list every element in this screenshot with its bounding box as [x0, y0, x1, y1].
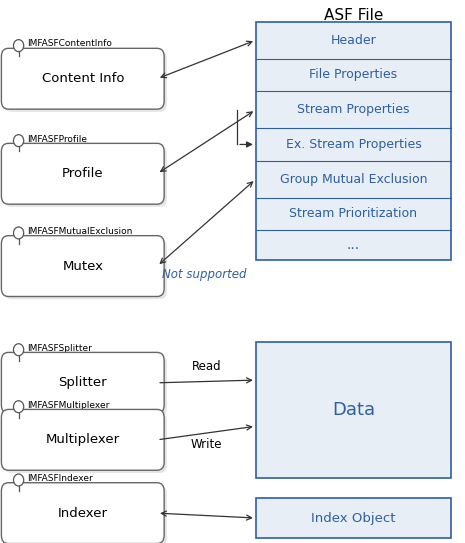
Text: Group Mutual Exclusion: Group Mutual Exclusion — [279, 173, 427, 186]
Text: IMFASFMultiplexer: IMFASFMultiplexer — [27, 401, 110, 409]
FancyBboxPatch shape — [4, 412, 167, 473]
FancyBboxPatch shape — [1, 48, 164, 109]
FancyBboxPatch shape — [1, 143, 164, 204]
FancyBboxPatch shape — [4, 51, 167, 112]
Circle shape — [13, 474, 24, 486]
Text: IMFASFIndexer: IMFASFIndexer — [27, 474, 93, 483]
FancyBboxPatch shape — [4, 355, 167, 416]
Text: Header: Header — [331, 34, 376, 47]
Circle shape — [13, 135, 24, 147]
Text: Index Object: Index Object — [311, 512, 396, 525]
FancyBboxPatch shape — [1, 483, 164, 543]
Text: File Properties: File Properties — [309, 68, 398, 81]
Text: IMFASFContentInfo: IMFASFContentInfo — [27, 40, 113, 48]
Text: Stream Prioritization: Stream Prioritization — [289, 207, 418, 220]
Bar — [256, 342, 451, 478]
FancyBboxPatch shape — [1, 352, 164, 413]
Bar — [256, 498, 451, 538]
Text: Read: Read — [192, 361, 221, 374]
Text: Splitter: Splitter — [59, 376, 107, 389]
Text: Mutex: Mutex — [62, 260, 103, 273]
FancyBboxPatch shape — [1, 236, 164, 296]
Circle shape — [13, 40, 24, 52]
Circle shape — [13, 227, 24, 239]
Text: Data: Data — [332, 401, 375, 419]
Text: Stream Properties: Stream Properties — [297, 103, 410, 116]
Text: IMFASFSplitter: IMFASFSplitter — [27, 344, 93, 352]
FancyBboxPatch shape — [4, 485, 167, 543]
Text: Profile: Profile — [62, 167, 104, 180]
Text: IMFASFProfile: IMFASFProfile — [27, 135, 87, 143]
Text: Indexer: Indexer — [58, 507, 108, 520]
FancyBboxPatch shape — [4, 146, 167, 207]
Text: IMFASFMutualExclusion: IMFASFMutualExclusion — [27, 227, 133, 236]
Circle shape — [13, 344, 24, 356]
Text: ...: ... — [347, 238, 360, 252]
Text: Content Info: Content Info — [41, 72, 124, 85]
Text: Ex. Stream Properties: Ex. Stream Properties — [286, 138, 421, 151]
FancyBboxPatch shape — [4, 238, 167, 299]
FancyBboxPatch shape — [1, 409, 164, 470]
Text: Not supported: Not supported — [162, 268, 246, 281]
Bar — [256, 22, 451, 260]
Text: ASF File: ASF File — [324, 8, 383, 23]
Circle shape — [13, 401, 24, 413]
Text: Write: Write — [191, 439, 222, 451]
Text: Multiplexer: Multiplexer — [46, 433, 120, 446]
